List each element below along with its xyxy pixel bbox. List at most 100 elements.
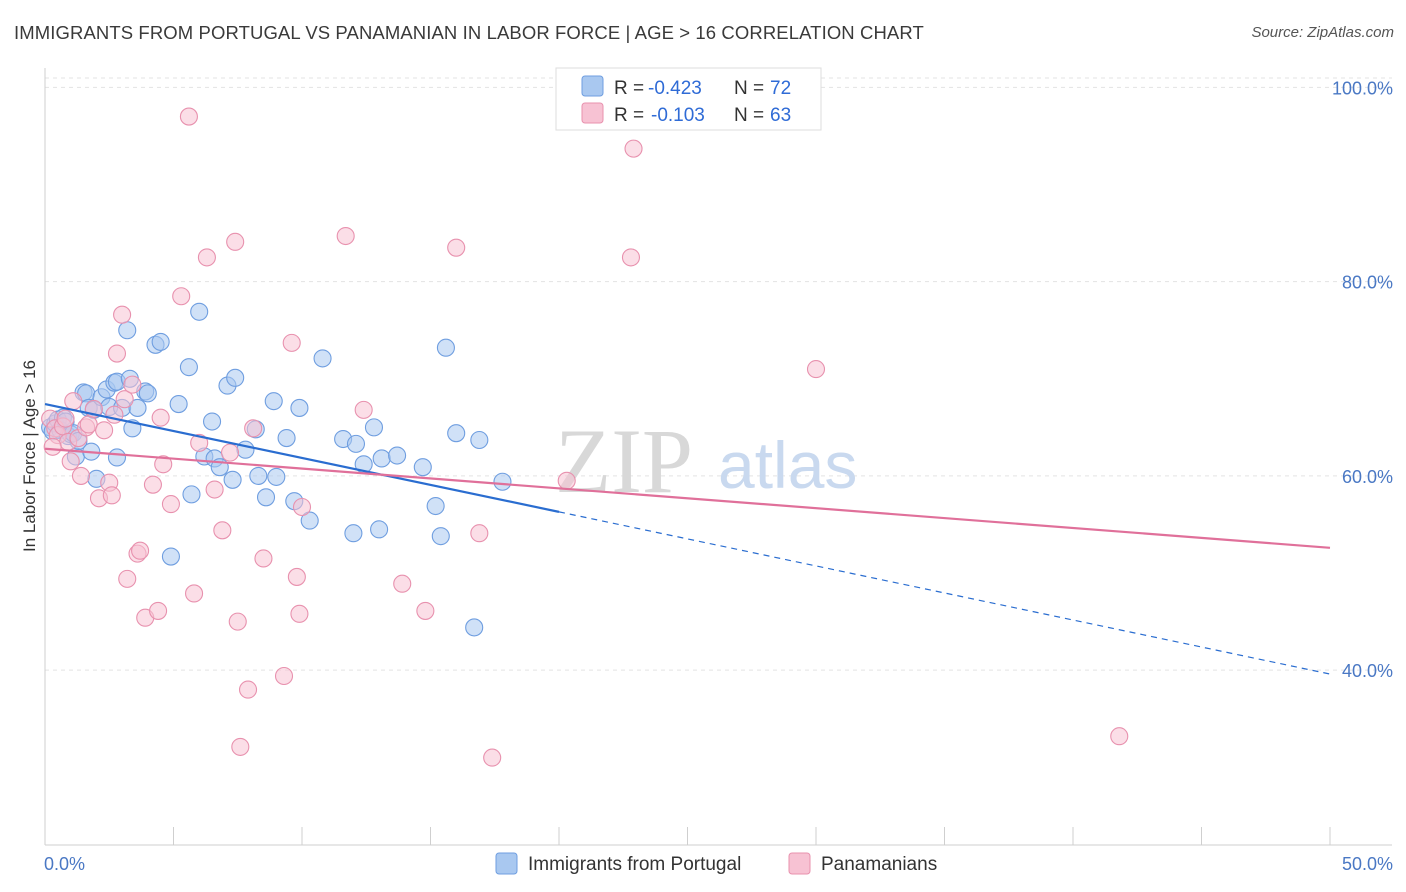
stats-n-label-panamanians: N =: [734, 105, 764, 126]
data-point: [113, 305, 132, 324]
data-point: [436, 338, 455, 357]
data-point: [226, 232, 245, 251]
data-point: [231, 737, 250, 756]
stats-r-value-portugal: -0.423: [648, 78, 702, 99]
data-point: [244, 419, 263, 438]
data-point: [370, 520, 389, 539]
data-point: [151, 332, 170, 351]
data-point: [203, 412, 222, 431]
stats-r-label-panamanians: R =: [614, 105, 644, 126]
data-point: [185, 584, 204, 603]
data-point: [470, 430, 489, 450]
data-point: [393, 574, 412, 593]
data-point: [1110, 727, 1129, 746]
data-point: [256, 488, 276, 507]
legend-label-portugal: Immigrants from Portugal: [528, 854, 741, 875]
data-point: [372, 449, 391, 468]
data-point: [483, 748, 502, 767]
axes: [44, 68, 1392, 846]
data-point: [161, 495, 180, 514]
data-point: [169, 395, 188, 414]
data-point: [115, 390, 134, 409]
data-point: [447, 424, 466, 443]
data-point: [493, 472, 512, 491]
data-point: [290, 398, 309, 417]
data-point: [197, 248, 216, 267]
data-point: [213, 521, 232, 540]
data-point: [465, 618, 484, 637]
data-point: [161, 547, 180, 566]
stats-n-label-portugal: N =: [734, 78, 764, 99]
data-point: [287, 567, 306, 586]
stats-r-value-panamanians: -0.103: [651, 105, 705, 126]
stats-n-value-panamanians: 63: [770, 105, 791, 126]
data-point: [179, 358, 198, 377]
data-point: [344, 524, 363, 543]
data-point: [228, 612, 247, 631]
data-point: [190, 302, 209, 321]
data-point: [64, 392, 83, 411]
watermark-zip: ZIP: [555, 410, 693, 512]
watermark-atlas: atlas: [718, 428, 857, 502]
data-point: [416, 601, 435, 620]
data-point: [621, 248, 641, 267]
data-point: [806, 360, 826, 379]
y-tick-labels: 40.0% 60.0% 80.0% 100.0%: [1332, 78, 1393, 681]
stats-swatch-portugal: [581, 75, 604, 97]
data-point: [264, 392, 283, 411]
data-point: [107, 344, 127, 363]
data-point: [143, 475, 162, 494]
data-point: [56, 409, 75, 428]
y-tick-label: 100.0%: [1332, 78, 1393, 98]
data-point: [300, 511, 319, 530]
data-point: [107, 448, 127, 467]
data-point: [267, 467, 286, 486]
data-point: [79, 415, 98, 434]
data-point: [238, 680, 258, 699]
data-point: [249, 466, 268, 485]
data-point: [182, 485, 201, 504]
data-point: [290, 604, 309, 623]
data-point: [557, 471, 576, 490]
data-point: [431, 527, 450, 546]
data-point: [43, 437, 62, 456]
data-point: [470, 524, 489, 543]
data-point: [336, 226, 355, 246]
y-tick-label: 40.0%: [1342, 661, 1393, 681]
data-point: [179, 107, 198, 126]
data-point: [61, 452, 80, 471]
data-point: [426, 496, 445, 516]
data-point: [95, 421, 114, 440]
series-panamanians: [41, 107, 1129, 767]
data-point: [102, 486, 121, 505]
data-point: [138, 384, 157, 403]
stats-r-label-portugal: R =: [614, 78, 644, 99]
trend-line: [44, 447, 1331, 549]
data-point: [413, 458, 432, 477]
data-point: [154, 455, 173, 474]
trend-lines: [44, 402, 1331, 675]
data-point: [292, 497, 312, 517]
data-point: [123, 375, 142, 394]
grid-lines: [45, 77, 1392, 671]
y-axis-title: In Labor Force | Age > 16: [20, 360, 39, 552]
x-tick-label: 50.0%: [1342, 854, 1393, 874]
stats-swatch-panamanians: [581, 102, 604, 124]
data-point: [220, 443, 240, 462]
data-point: [354, 400, 373, 419]
data-point: [313, 349, 332, 368]
source-credit: Source: ZipAtlas.com: [1251, 24, 1394, 41]
data-point: [205, 480, 224, 499]
legend-label-panamanians: Panamanians: [821, 854, 937, 875]
x-tick-labels: 0.0% 50.0%: [44, 854, 1393, 874]
data-point: [118, 569, 137, 588]
data-point: [274, 666, 294, 686]
data-point: [172, 287, 191, 306]
y-tick-label: 60.0%: [1342, 467, 1393, 487]
data-point: [364, 418, 384, 437]
watermark: ZIP atlas: [555, 410, 857, 512]
data-point: [223, 470, 242, 489]
x-tick-label: 0.0%: [44, 854, 85, 874]
data-point: [624, 139, 643, 158]
